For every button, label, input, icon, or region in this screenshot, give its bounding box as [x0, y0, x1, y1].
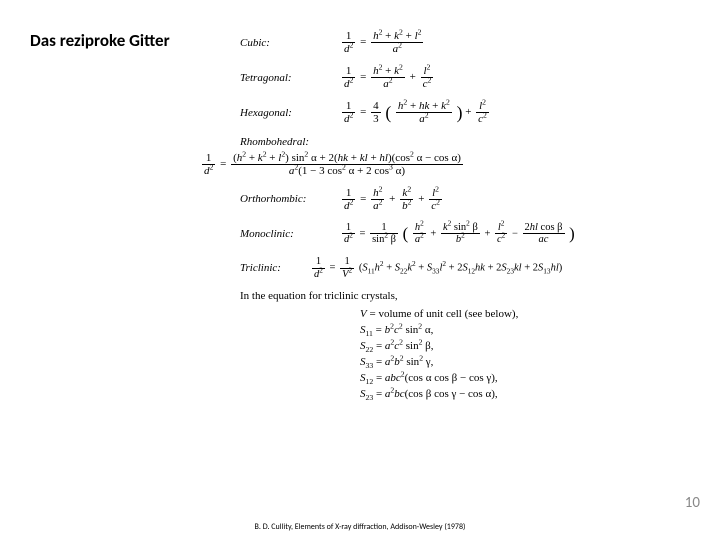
orthorhombic-formula: 1d2 = h2a2 + k2b2 + l2c2 [340, 187, 444, 212]
hexagonal-row: Hexagonal: 1d2 = 43 ( h2 + hk + k2a2 ) +… [240, 100, 680, 125]
def-S11: S11 = b2c2 sin2 α, [360, 324, 680, 336]
triclinic-row: Triclinic: 1d2 = 1V2 (S11h2 + S22k2 + S3… [240, 256, 680, 280]
def-V: V = volume of unit cell (see below), [360, 308, 680, 320]
def-S23: S23 = a2bc(cos β cos γ − cos α), [360, 388, 680, 400]
formula-content: Cubic: 1d2 = h2 + k2 + l2a2 Tetragonal: … [240, 30, 680, 404]
cubic-label: Cubic: [240, 37, 340, 49]
monoclinic-label: Monoclinic: [240, 228, 340, 240]
monoclinic-row: Monoclinic: 1d2 = 1sin2 β ( h2a2 + k2 si… [240, 222, 680, 246]
def-S33: S33 = a2b2 sin2 γ, [360, 356, 680, 368]
cubic-row: Cubic: 1d2 = h2 + k2 + l2a2 [240, 30, 680, 55]
cubic-formula: 1d2 = h2 + k2 + l2a2 [340, 30, 425, 55]
tetragonal-formula: 1d2 = h2 + k2a2 + l2c2 [340, 65, 435, 90]
citation: B. D. Cullity, Elements of X-ray diffrac… [0, 522, 720, 532]
hexagonal-formula: 1d2 = 43 ( h2 + hk + k2a2 ) + l2c2 [340, 100, 491, 125]
tetragonal-row: Tetragonal: 1d2 = h2 + k2a2 + l2c2 [240, 65, 680, 90]
tetragonal-label: Tetragonal: [240, 72, 340, 84]
def-S22: S22 = a2c2 sin2 β, [360, 340, 680, 352]
monoclinic-formula: 1d2 = 1sin2 β ( h2a2 + k2 sin2 βb2 + l2c… [340, 222, 575, 246]
hexagonal-label: Hexagonal: [240, 107, 340, 119]
rhombohedral-label: Rhombohedral: [240, 136, 340, 148]
triclinic-definitions: V = volume of unit cell (see below), S11… [360, 308, 680, 400]
orthorhombic-label: Orthorhombic: [240, 193, 340, 205]
rhombohedral-formula: 1d2 = (h2 + k2 + l2) sin2 α + 2(hk + kl … [200, 152, 680, 177]
triclinic-label: Triclinic: [240, 262, 310, 274]
triclinic-note: In the equation for triclinic crystals, [240, 290, 680, 302]
orthorhombic-row: Orthorhombic: 1d2 = h2a2 + k2b2 + l2c2 [240, 187, 680, 212]
rhombohedral-row: Rhombohedral: 1d2 = (h2 + k2 + l2) sin2 … [240, 136, 680, 177]
triclinic-formula: 1d2 = 1V2 (S11h2 + S22k2 + S33l2 + 2S12h… [310, 256, 562, 280]
slide-title: Das reziproke Gitter [30, 30, 170, 51]
def-S12: S12 = abc2(cos α cos β − cos γ), [360, 372, 680, 384]
page-number: 10 [685, 494, 700, 512]
